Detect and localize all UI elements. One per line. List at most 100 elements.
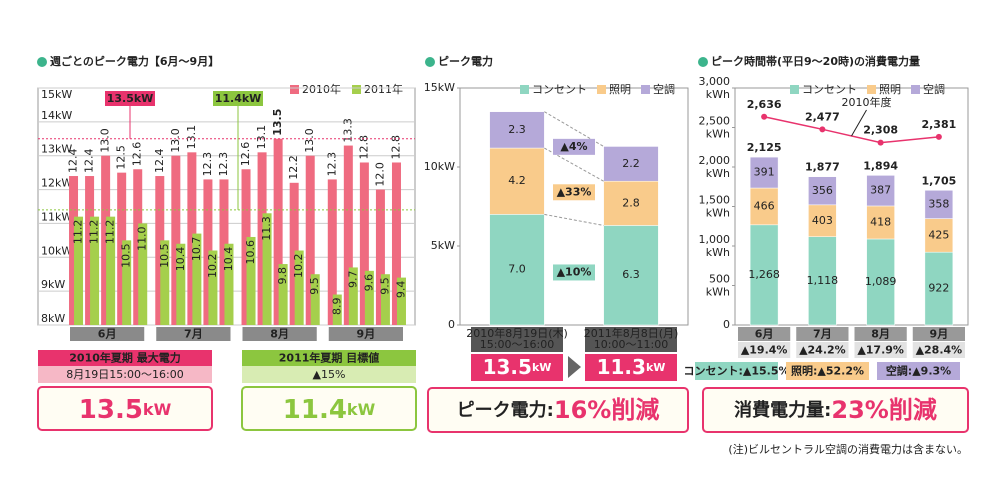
bar <box>359 162 369 325</box>
value-label: 10.4 <box>174 247 187 272</box>
bar-segment <box>866 238 895 326</box>
month-tab <box>156 327 231 341</box>
value-label: 10.2 <box>292 254 305 279</box>
y-tick-label: 10kW <box>41 244 72 257</box>
legend-label: 照明 <box>609 83 631 96</box>
legend-swatch <box>290 85 299 94</box>
bar <box>273 138 283 325</box>
month-label: 9月 <box>357 328 376 341</box>
change-cell <box>738 342 791 358</box>
footer-text: ピーク電力:16%削減 <box>457 396 660 424</box>
y-tick-unit: kWh <box>706 167 730 180</box>
y-tick-label: 2,000 <box>699 154 731 167</box>
month-tab <box>70 327 145 341</box>
bar-segment <box>808 236 837 326</box>
value-label: 11.3 <box>260 216 273 241</box>
bar <box>176 243 186 325</box>
series-change-box <box>786 362 869 380</box>
category-time: 10:00～11:00 <box>594 338 668 351</box>
month-change: ▲19.4% <box>741 344 788 357</box>
segment-label: 466 <box>754 199 775 212</box>
value-label: 12.3 <box>325 152 338 177</box>
y-tick-label: 8kW <box>41 312 65 325</box>
category-time: 15:00～16:00 <box>480 338 554 351</box>
bar <box>138 223 148 325</box>
value-label: 12.0 <box>373 162 386 187</box>
value-label: 10.5 <box>158 243 171 268</box>
line-label: 2,308 <box>863 124 898 137</box>
bar <box>208 250 218 325</box>
bar-segment <box>489 111 545 149</box>
y-tick-label: 14kW <box>41 109 72 122</box>
value-label: 13.5 <box>271 109 284 136</box>
line-name: 2010年度 <box>842 95 892 109</box>
value-label: 13.0 <box>169 128 182 153</box>
change-cell <box>854 342 907 358</box>
total-label: 1,705 <box>921 174 956 187</box>
reference-label: 11.4kW <box>215 92 262 105</box>
summary-unit: kW <box>143 400 172 419</box>
summary-sub-text: ▲15% <box>313 368 346 381</box>
month-change: ▲17.9% <box>857 344 904 357</box>
bar <box>257 152 267 325</box>
bar <box>85 176 95 325</box>
y-tick-label: 5kW <box>431 239 455 252</box>
summary-header <box>38 350 212 366</box>
change-box <box>553 264 595 281</box>
summary-header <box>242 350 416 366</box>
summary-header-text: 2010年夏期 最大電力 <box>69 351 180 365</box>
segment-label: 2.2 <box>622 157 640 170</box>
note: (注)ビルセントラル空調の消費電力は含まない。 <box>728 442 968 456</box>
y-tick-label: 15kW <box>424 81 455 94</box>
series-change-box <box>877 362 960 380</box>
bar <box>171 155 181 325</box>
bar <box>224 243 234 325</box>
segment-label: 387 <box>870 184 891 197</box>
month-label: 8月 <box>871 328 890 341</box>
footer-label: ピーク電力: <box>457 400 554 421</box>
footer-text: 消費電力量:23%削減 <box>734 396 937 424</box>
bar <box>375 189 385 325</box>
y-tick-label: 0 <box>448 318 455 331</box>
title-bullet <box>425 57 435 67</box>
value-label: 12.5 <box>115 145 128 170</box>
summary-number: 13.5 <box>79 395 143 425</box>
month-label: 7月 <box>184 328 203 341</box>
month-label: 6月 <box>755 328 774 341</box>
bar <box>90 216 100 325</box>
bar <box>343 145 353 325</box>
segment-label: 6.3 <box>622 268 640 281</box>
line-point <box>877 139 884 146</box>
line-point <box>935 133 942 140</box>
category-box <box>585 327 677 352</box>
y-tick-label: 500 <box>709 273 730 286</box>
series-change-label: 照明:▲52.2% <box>791 365 864 378</box>
bar <box>310 274 320 325</box>
line-label: 2,477 <box>805 110 840 123</box>
legend-swatch <box>352 85 361 94</box>
value-label: 13.1 <box>185 125 198 150</box>
segment-label: 2.8 <box>622 196 640 209</box>
y-tick-label: 1,000 <box>699 233 731 246</box>
y-tick-label: 2,500 <box>699 115 731 128</box>
segment-label: 922 <box>928 282 949 295</box>
bar <box>332 294 342 325</box>
y-tick-unit: kWh <box>706 246 730 259</box>
bar-segment <box>489 147 545 215</box>
bar-segment <box>808 204 837 237</box>
bar <box>278 264 288 325</box>
bar-segment <box>924 190 954 219</box>
change-label: ▲4% <box>560 140 587 153</box>
value-label: 13.1 <box>255 125 268 150</box>
summary-box <box>37 386 213 431</box>
segment-label: 425 <box>928 228 949 241</box>
series-change-label: 空調:▲9.3% <box>886 364 951 378</box>
summary-box <box>241 386 417 431</box>
value-label: 12.6 <box>239 142 252 167</box>
bar-segment <box>808 176 837 206</box>
total-value: 13.5kW <box>483 355 552 379</box>
value-label: 11.2 <box>104 220 117 245</box>
value-label: 12.3 <box>217 152 230 177</box>
reference-label: 13.5kW <box>107 92 154 105</box>
y-tick-label: 10kW <box>424 160 455 173</box>
